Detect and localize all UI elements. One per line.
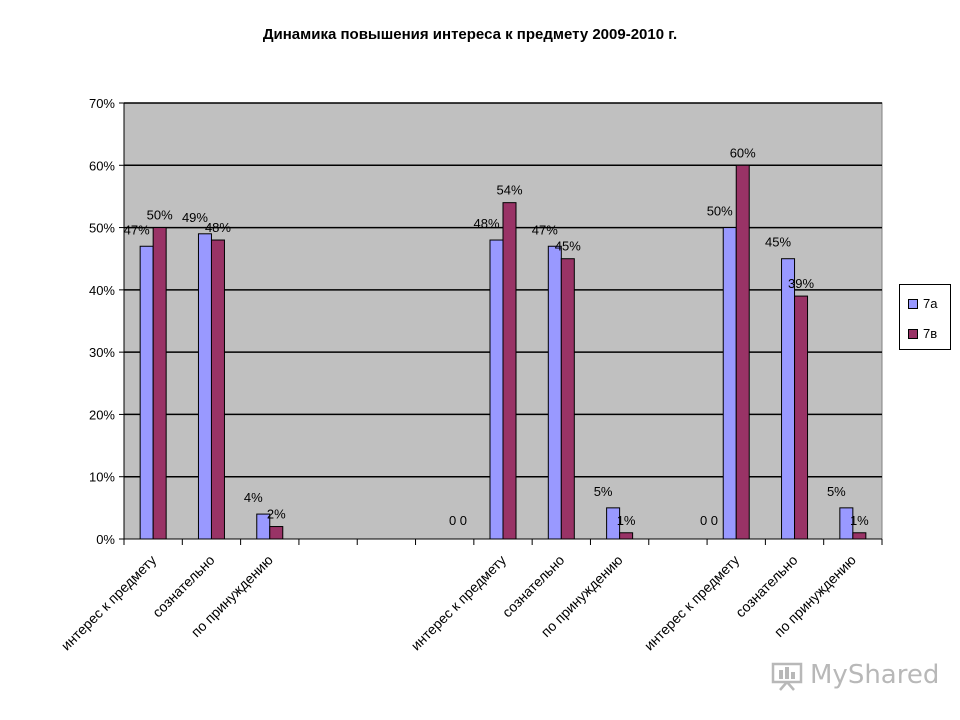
bars	[139, 164, 867, 540]
y-tick-label: 20%	[89, 407, 115, 422]
y-tick-label: 10%	[89, 470, 115, 485]
data-label: 45%	[555, 239, 581, 254]
legend-label-7v: 7в	[923, 326, 938, 341]
y-tick-label: 0%	[96, 532, 115, 547]
data-label: 49%	[182, 210, 208, 225]
data-label: 50%	[707, 204, 733, 219]
data-label: 2%	[267, 507, 286, 522]
chart-title: Динамика повышения интереса к предмету 2…	[262, 26, 678, 43]
watermark: MyShared	[770, 656, 940, 696]
presentation-icon	[771, 662, 803, 691]
bar-7a	[489, 239, 504, 540]
bar-7v	[560, 258, 575, 540]
data-label: 48%	[473, 216, 499, 231]
bar-7v	[502, 202, 517, 540]
bar-7a	[139, 245, 154, 540]
bar-7v	[735, 164, 750, 540]
legend-swatch-7v	[908, 329, 918, 339]
y-tick-label: 50%	[89, 221, 115, 236]
zero-annotation: 0 0	[700, 513, 718, 528]
y-tick-label: 70%	[89, 96, 115, 111]
bar-7v	[794, 295, 809, 540]
bar-7a	[722, 227, 737, 540]
data-label: 1%	[850, 513, 869, 528]
legend-label-7a: 7а	[923, 296, 938, 311]
bar-7v	[210, 239, 225, 540]
zero-annotation: 0 0	[449, 513, 467, 528]
bar-7v	[152, 227, 167, 540]
data-label: 5%	[594, 484, 613, 499]
data-label: 45%	[765, 235, 791, 250]
legend-swatch-7a	[908, 299, 918, 309]
legend: 7а 7в	[899, 284, 951, 350]
bar-7v	[852, 532, 867, 540]
data-label: 47%	[532, 222, 558, 237]
category-label: интерес к предмету	[408, 552, 510, 654]
data-label: 39%	[788, 276, 814, 291]
bar-7a	[197, 233, 212, 540]
y-tick-label: 40%	[89, 283, 115, 298]
data-label: 60%	[730, 145, 756, 160]
bar-7v	[269, 526, 284, 540]
data-label: 5%	[827, 484, 846, 499]
axes	[123, 103, 883, 545]
bar-7a	[781, 258, 796, 540]
bar-7a	[547, 245, 562, 540]
data-labels: 47%50% 49%48%4%2%48%54%47%45%5%1%50%60%45…	[124, 145, 870, 528]
data-label: 50%	[147, 208, 173, 223]
data-label: 54%	[496, 183, 522, 198]
data-label: 1%	[617, 513, 636, 528]
y-axis-ticks: 0% 10% 20% 30% 40% 50% 60% 70%	[89, 96, 124, 547]
category-label: интерес к предмету	[58, 552, 160, 654]
data-label: 47%	[124, 222, 150, 237]
bar-7v	[619, 532, 634, 540]
data-label: 4%	[244, 490, 263, 505]
category-label: интерес к предмету	[641, 552, 743, 654]
watermark-text: MyShared	[810, 660, 940, 690]
y-tick-label: 30%	[89, 345, 115, 360]
data-label: 48%	[205, 220, 231, 235]
y-tick-label: 60%	[89, 158, 115, 173]
